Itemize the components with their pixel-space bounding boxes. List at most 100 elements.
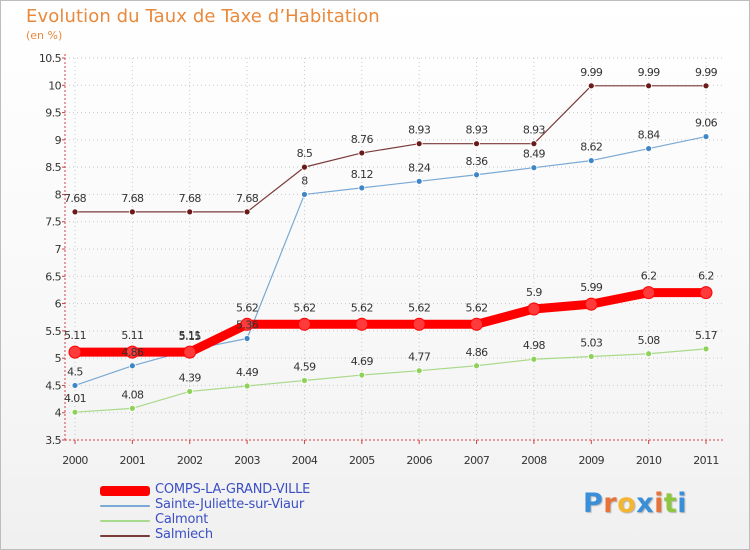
data-label-salmiech: 8.93 xyxy=(465,124,488,137)
data-label-calmont: 4.98 xyxy=(523,339,546,352)
data-label-salmiech: 8.76 xyxy=(351,133,374,146)
y-tick-label: 8.5 xyxy=(45,161,61,174)
y-tick-label: 7 xyxy=(55,243,62,256)
y-tick-label: 10 xyxy=(48,79,61,92)
y-tick-label: 6.5 xyxy=(45,270,61,283)
data-point-calmont xyxy=(530,355,538,363)
x-tick-label: 2010 xyxy=(636,454,662,467)
data-point-calmont xyxy=(71,408,79,416)
data-point-salmiech xyxy=(702,82,710,90)
data-label-salmiech: 7.68 xyxy=(179,192,202,205)
data-point-calmont xyxy=(128,404,136,412)
data-label-sainte-juliette-sur-viaur: 8.62 xyxy=(580,141,602,154)
data-point-calmont xyxy=(415,367,423,375)
x-tick-label: 2000 xyxy=(62,454,88,467)
data-point-calmont xyxy=(587,353,595,360)
data-label-comps-la-grand-ville: 5.62 xyxy=(408,301,430,314)
y-tick-label: 4 xyxy=(55,407,62,420)
series-line-calmont xyxy=(74,348,707,413)
data-point-comps-la-grand-ville xyxy=(470,317,484,331)
y-tick-label: 5.5 xyxy=(45,325,61,338)
legend-label-calmont: Calmont xyxy=(155,512,209,527)
data-point-sainte-juliette-sur-viaur xyxy=(702,133,710,140)
data-label-salmiech: 8.93 xyxy=(408,124,431,137)
logo-letter: o xyxy=(617,488,637,519)
logo-letter: t xyxy=(663,488,678,519)
legend-swatch-sainte-juliette-sur-viaur xyxy=(100,505,150,507)
proxiti-logo: Proxiti xyxy=(583,488,687,519)
x-tick-label: 2011 xyxy=(693,454,719,467)
y-tick-label: 3.5 xyxy=(45,434,61,447)
data-label-salmiech: 7.68 xyxy=(121,192,144,205)
logo-letter: i xyxy=(654,488,664,519)
legend-label-salmiech: Salmiech xyxy=(155,527,213,542)
data-point-comps-la-grand-ville xyxy=(699,286,713,300)
legend-label-sainte-juliette-sur-viaur: Sainte-Juliette-sur-Viaur xyxy=(155,497,304,512)
data-point-sainte-juliette-sur-viaur xyxy=(530,164,538,172)
data-label-calmont: 4.86 xyxy=(465,346,488,359)
data-label-calmont: 5.03 xyxy=(580,337,603,350)
data-label-sainte-juliette-sur-viaur: 8.49 xyxy=(523,148,546,161)
data-label-calmont: 4.49 xyxy=(236,366,259,379)
data-point-salmiech xyxy=(645,82,653,90)
data-point-salmiech xyxy=(243,208,251,216)
y-tick-label: 7.5 xyxy=(45,216,61,229)
data-point-comps-la-grand-ville xyxy=(584,297,598,311)
data-label-comps-la-grand-ville: 6.2 xyxy=(698,270,714,283)
logo-letter: r xyxy=(603,488,618,519)
data-label-sainte-juliette-sur-viaur: 8.12 xyxy=(351,168,373,181)
data-label-salmiech: 9.99 xyxy=(695,66,718,79)
data-point-calmont xyxy=(473,362,480,370)
x-tick-label: 2006 xyxy=(406,454,432,467)
data-point-calmont xyxy=(645,350,653,358)
data-point-calmont xyxy=(702,345,710,353)
data-point-salmiech xyxy=(415,140,423,148)
data-label-sainte-juliette-sur-viaur: 5.15 xyxy=(179,330,202,343)
legend-swatch-salmiech xyxy=(100,535,150,537)
data-label-comps-la-grand-ville: 5.11 xyxy=(179,329,201,342)
data-label-comps-la-grand-ville: 5.99 xyxy=(580,281,603,294)
data-label-salmiech: 7.68 xyxy=(236,192,259,205)
data-point-calmont xyxy=(243,382,251,390)
series-line-comps-la-grand-ville xyxy=(70,288,711,357)
x-tick-label: 2009 xyxy=(578,454,604,467)
data-label-calmont: 4.77 xyxy=(408,351,431,364)
series-layer xyxy=(68,82,713,416)
data-label-sainte-juliette-sur-viaur: 9.06 xyxy=(695,117,718,130)
y-tick-label: 4.5 xyxy=(45,379,61,392)
data-point-salmiech xyxy=(186,208,194,216)
x-tick-label: 2005 xyxy=(349,454,375,467)
data-point-salmiech xyxy=(587,82,595,90)
data-label-comps-la-grand-ville: 5.62 xyxy=(351,301,373,314)
data-label-calmont: 5.08 xyxy=(638,334,661,347)
data-point-sainte-juliette-sur-viaur xyxy=(243,335,251,342)
data-label-comps-la-grand-ville: 5.11 xyxy=(121,329,143,342)
data-label-sainte-juliette-sur-viaur: 4.86 xyxy=(121,346,144,359)
data-point-comps-la-grand-ville xyxy=(68,345,82,359)
data-label-salmiech: 7.68 xyxy=(64,192,87,205)
data-point-salmiech xyxy=(128,208,136,216)
data-label-calmont: 4.39 xyxy=(179,371,202,384)
data-point-sainte-juliette-sur-viaur xyxy=(358,184,366,192)
x-tick-label: 2007 xyxy=(464,454,490,467)
data-label-calmont: 4.59 xyxy=(293,361,316,374)
data-point-comps-la-grand-ville xyxy=(125,345,139,359)
data-point-salmiech xyxy=(530,140,538,148)
data-point-sainte-juliette-sur-viaur xyxy=(71,382,79,389)
data-label-calmont: 4.69 xyxy=(351,355,374,368)
data-label-comps-la-grand-ville: 5.9 xyxy=(526,286,542,299)
legend-label-comps-la-grand-ville: COMPS-LA-GRAND-VILLE xyxy=(155,482,311,497)
data-point-comps-la-grand-ville xyxy=(642,286,656,300)
x-tick-label: 2002 xyxy=(177,454,203,467)
data-point-comps-la-grand-ville xyxy=(412,317,426,331)
data-point-comps-la-grand-ville xyxy=(183,345,197,359)
chart-subtitle: (en %) xyxy=(26,29,63,42)
chart-title: Evolution du Taux de Taxe d’Habitation xyxy=(26,6,380,27)
legend-swatch-calmont xyxy=(100,520,150,522)
data-point-calmont xyxy=(358,371,366,379)
data-point-calmont xyxy=(301,377,308,384)
data-label-salmiech: 8.93 xyxy=(523,124,546,137)
data-point-comps-la-grand-ville xyxy=(297,317,311,331)
data-label-comps-la-grand-ville: 5.62 xyxy=(465,301,487,314)
